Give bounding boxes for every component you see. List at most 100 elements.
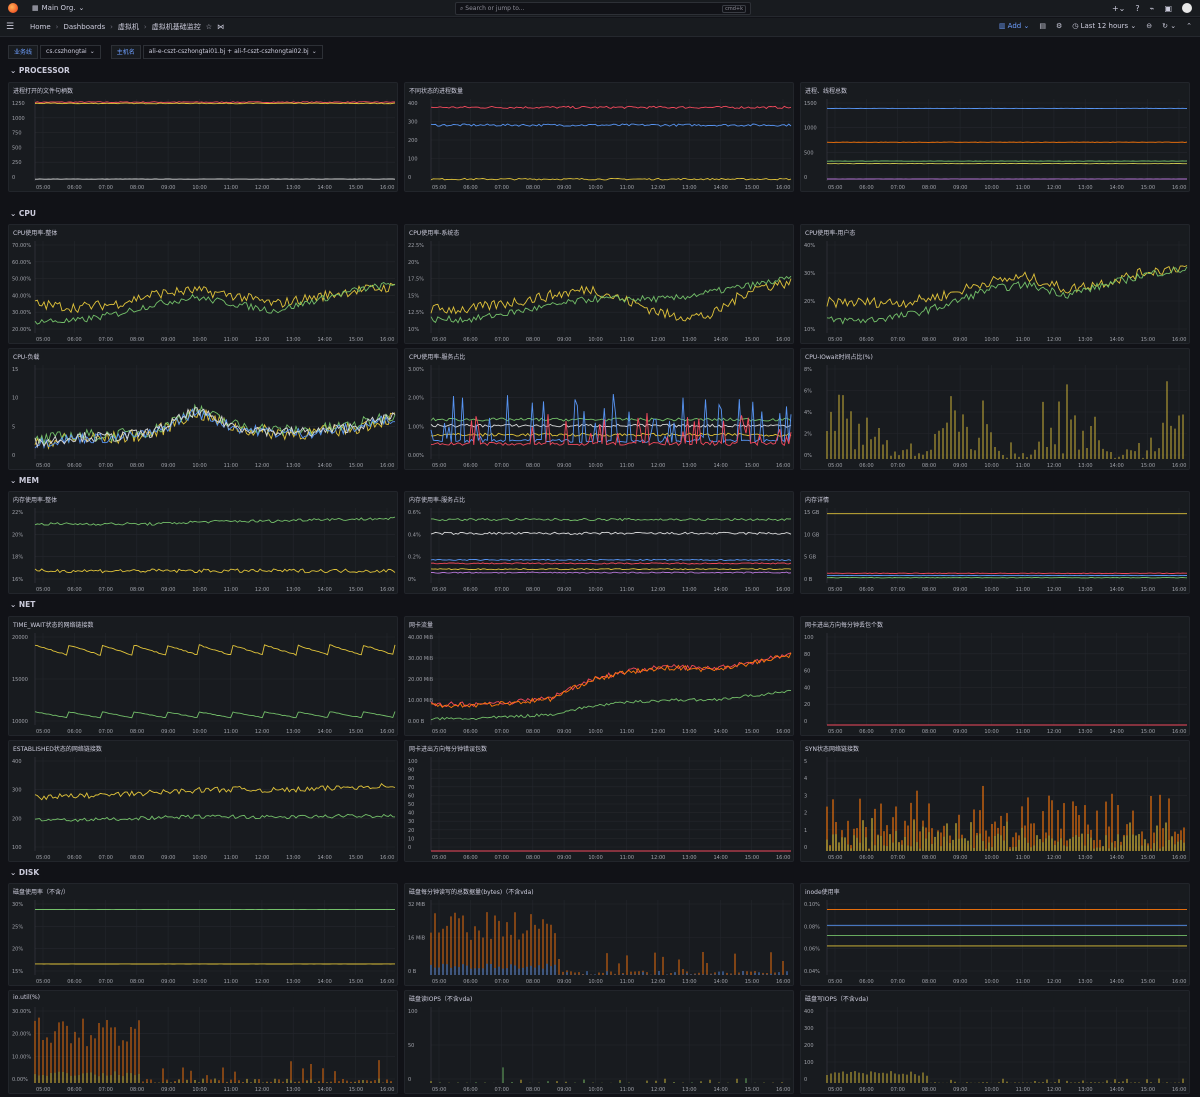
plus-icon[interactable]: +⌄	[1111, 3, 1126, 13]
y-tick-label: 30	[408, 819, 414, 825]
series-line	[34, 282, 396, 314]
panel[interactable]: 磁盘每分钟读写的总数据量(bytes)（不含vda) 0 B 16 MiB 32 Mi…	[404, 883, 794, 986]
x-tick-label: 08:00	[922, 587, 936, 593]
settings-icon[interactable]: ⚙	[1055, 22, 1063, 30]
avatar[interactable]	[1182, 3, 1192, 13]
x-tick-label: 12:00	[255, 337, 269, 343]
x-tick-label: 13:00	[682, 855, 696, 861]
dock-icon[interactable]: ▣	[1164, 3, 1172, 13]
share-icon[interactable]: ⋈	[217, 23, 225, 31]
panel[interactable]: 网卡进出方向每分钟丢包个数 0 20 40 60 80 100 05:00 06:00 07:00…	[800, 616, 1190, 736]
panel-chart: 100 200 300 400 05:00 06:00 07:00 08:00 09:00 10:…	[12, 757, 396, 861]
collapse-icon[interactable]: ⌃	[1186, 22, 1192, 30]
search-input[interactable]: ⌕ Search or jump to... cmd+k	[455, 2, 751, 15]
x-tick-label: 05:00	[828, 979, 842, 985]
x-tick-label: 14:00	[713, 979, 727, 985]
row-title[interactable]: ⌄ DISK	[10, 868, 40, 877]
variable-select-host[interactable]: ali-e-cszt-cszhongtai01.bj + ali-f-cszt-…	[142, 44, 323, 59]
y-tick-label: 12.5%	[408, 310, 424, 316]
variable-select-business[interactable]: cs.cszhongtai ⌄	[40, 44, 101, 59]
panel-chart: 0 500 1000 1500 05:00 06:00 07:00 08:00 09:00 10:…	[804, 99, 1188, 191]
y-tick-label: 1250	[12, 101, 25, 107]
x-tick-label: 15:00	[1141, 463, 1155, 469]
breadcrumb-home[interactable]: Home	[30, 23, 51, 31]
y-tick-label: 0.08%	[804, 924, 820, 930]
x-tick-label: 09:00	[557, 463, 571, 469]
panel[interactable]: 进程、线程总数 0 500 1000 1500 05:00 06:00 07:00 08:00 0…	[800, 82, 1190, 192]
add-button[interactable]: ▥ Add ⌄	[998, 22, 1030, 30]
panel[interactable]: 内存使用率-服务占比 0% 0.2% 0.4% 0.6% 05:00 06:00 07:00 0…	[404, 491, 794, 594]
panel[interactable]: 进程打开的文件句柄数 0 250 500 750 1000 1250 05:00 06:00 07…	[8, 82, 398, 192]
row-title[interactable]: ⌄ MEM	[10, 476, 39, 485]
panel[interactable]: 网卡流量 0.00 B 10.00 MiB 20.00 MiB 30.00 MiB 40.…	[404, 616, 794, 736]
y-tick-label: 17.5%	[408, 277, 424, 283]
panel[interactable]: ESTABLISHED状态的网络链接数 100 200 300 400 05:00 06:0…	[8, 740, 398, 862]
panel[interactable]: inode使用率 0.04% 0.06% 0.08% 0.10% 05:00 06:00 07…	[800, 883, 1190, 986]
x-tick-label: 12:00	[255, 185, 269, 191]
grafana-logo-icon[interactable]	[8, 3, 18, 13]
zoom-out-icon[interactable]: ⊖	[1146, 22, 1153, 30]
x-tick-label: 10:00	[192, 185, 206, 191]
panel-title: CPU使用率-系统态	[409, 230, 460, 237]
star-icon[interactable]: ☆	[205, 23, 213, 31]
panel[interactable]: 内存使用率-整体 16% 18% 20% 22% 05:00 06:00 07:00 08:00…	[8, 491, 398, 594]
row-title[interactable]: ⌄ CPU	[10, 209, 36, 218]
row-title[interactable]: ⌄ PROCESSOR	[10, 66, 70, 75]
row-title[interactable]: ⌄ NET	[10, 600, 36, 609]
panel[interactable]: CPU使用率-用户态 10% 20% 30% 40% 05:00 06:00 07:00 08:…	[800, 224, 1190, 344]
panel-chart: 0 10 20 30 40 50 60 70 80 90 100 05:00 06:00 07:00 08:…	[408, 757, 791, 861]
x-tick-label: 11:00	[1016, 855, 1030, 861]
y-tick-label: 0	[408, 175, 411, 181]
series-line	[430, 423, 792, 428]
panel-chart: 10000 15000 20000 05:00 06:00 07:00 08:00 09:00…	[12, 633, 396, 735]
save-icon[interactable]: ▤	[1039, 22, 1046, 30]
panel[interactable]: SYN状态网络链接数 0 1 2 3 4 5 05:00 06:00 07:00 08:00 09:0…	[800, 740, 1190, 862]
panel[interactable]: 内存详情 0 B 5 GB 10 GB 15 GB 05:00 06:00 07:00 08:0…	[800, 491, 1190, 594]
y-tick-label: 500	[804, 150, 814, 156]
y-tick-label: 6%	[804, 389, 812, 395]
panel[interactable]: CPU-负载 0 5 10 15 05:00 06:00 07:00 08:00 09:00 10:…	[8, 348, 398, 470]
panel[interactable]: 不同状态的进程数量 0 100 200 300 400 05:00 06:00 07:00 08:…	[404, 82, 794, 192]
panel[interactable]: CPU使用率-整体 20.00% 30.00% 40.00% 50.00% 60.00% 7…	[8, 224, 398, 344]
panel[interactable]: 网卡进出方向每分钟错误包数 0 10 20 30 40 50 60 70 80 90 100 05:00…	[404, 740, 794, 862]
x-tick-label: 08:00	[922, 855, 936, 861]
org-switcher[interactable]: ▦ Main Org. ⌄	[32, 4, 84, 12]
refresh-icon[interactable]: ↻ ⌄	[1162, 22, 1177, 30]
panel[interactable]: io.util(%) 0.00% 10.00% 20.00% 30.00% 05:00 06…	[8, 990, 398, 1094]
time-picker[interactable]: ◷ Last 12 hours ⌄	[1072, 22, 1137, 30]
panel[interactable]: 磁盘写IOPS（不含vda) 0 100 200 300 400 05:00 06:00 07:…	[800, 990, 1190, 1094]
x-tick-label: 15:00	[349, 337, 363, 343]
x-tick-label: 09:00	[161, 1087, 175, 1093]
x-tick-label: 11:00	[620, 337, 634, 343]
x-tick-label: 12:00	[1047, 729, 1061, 735]
y-tick-label: 100	[12, 845, 22, 851]
news-icon[interactable]: ⌁	[1149, 3, 1155, 13]
panel-title: 内存使用率-整体	[13, 497, 58, 504]
panel[interactable]: 磁盘使用率（不含/） 15% 20% 25% 30% 05:00 06:00 07:00 08:…	[8, 883, 398, 986]
x-tick-label: 05:00	[828, 185, 842, 191]
x-tick-label: 06:00	[463, 587, 477, 593]
x-tick-label: 13:00	[286, 337, 300, 343]
y-tick-label: 50	[408, 1043, 414, 1049]
panel-chart: 0.00% 1.00% 2.00% 3.00% 05:00 06:00 07:00 08:00…	[408, 365, 792, 469]
breadcrumb-folder[interactable]: 虚拟机	[117, 23, 139, 31]
panel[interactable]: CPU-IOwait时间占比(%) 0% 2% 4% 6% 8% 05:00 06:00 07:…	[800, 348, 1190, 470]
x-tick-label: 07:00	[891, 1087, 905, 1093]
x-tick-label: 09:00	[557, 337, 571, 343]
panel[interactable]: TIME_WAIT状态的网络链接数 10000 15000 20000 05:00 06:…	[8, 616, 398, 736]
help-icon[interactable]: ?	[1135, 3, 1140, 13]
y-tick-label: 0.10%	[804, 902, 820, 908]
series-line	[430, 412, 792, 447]
menu-icon[interactable]: ☰	[6, 22, 15, 32]
panel-title: 磁盘读IOPS（不含vda)	[409, 996, 473, 1003]
panel[interactable]: 磁盘读IOPS（不含vda) 0 50 100 05:00 06:00 07:00 08:00…	[404, 990, 794, 1094]
x-tick-label: 12:00	[1047, 337, 1061, 343]
x-tick-label: 05:00	[828, 855, 842, 861]
panel[interactable]: CPU使用率-系统态 10% 12.5% 15% 17.5% 20% 22.5% 05:00 0…	[404, 224, 794, 344]
panel-chart: 0.00 B 10.00 MiB 20.00 MiB 30.00 MiB 40.00 M…	[408, 633, 792, 735]
y-tick-label: 200	[804, 1043, 814, 1049]
panel[interactable]: CPU使用率-服务占比 0.00% 1.00% 2.00% 3.00% 05:00 06:0…	[404, 348, 794, 470]
breadcrumb-dashboard[interactable]: 虚拟机基础监控	[151, 23, 201, 31]
x-tick-label: 13:00	[682, 463, 696, 469]
breadcrumb-dashboards[interactable]: Dashboards	[63, 23, 106, 31]
